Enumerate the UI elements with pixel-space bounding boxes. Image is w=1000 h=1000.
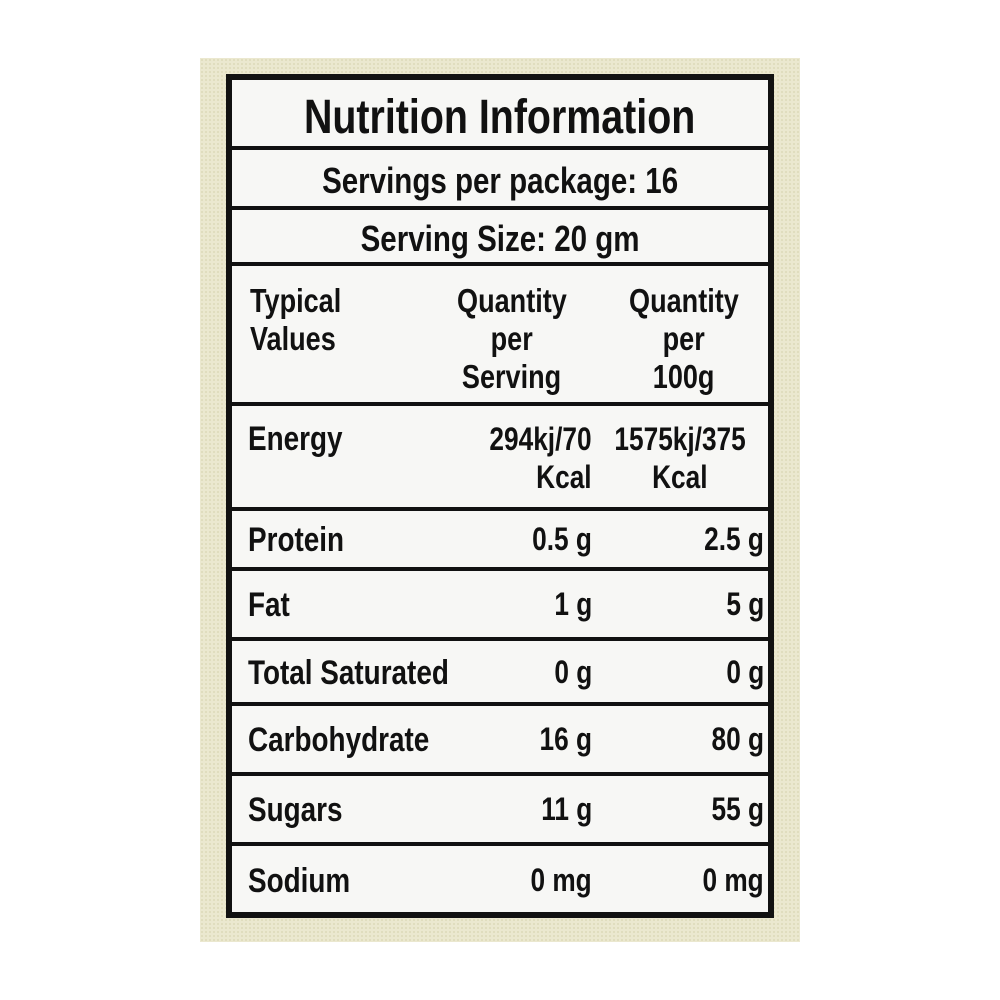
nutrient-name-text: Total Saturated — [248, 654, 449, 692]
nutrient-row: Sodium 0 mg 0 mg — [232, 846, 768, 918]
nutrient-name: Protein — [248, 521, 365, 560]
nutrition-label: Nutrition Information Servings per packa… — [226, 74, 774, 918]
value-per-100g: 0 mg — [689, 862, 764, 899]
value-per-serving: 1 g — [546, 586, 592, 623]
value-text: 11 g — [540, 791, 592, 827]
value-text: 0 mg — [530, 862, 592, 898]
value-per-100g: 5 g — [718, 586, 764, 623]
nutrient-name: Fat — [248, 586, 299, 625]
nutrient-row: Sugars 11 g 55 g — [232, 776, 768, 846]
value-per-serving: 0 mg — [517, 862, 592, 899]
label-title: Nutrition Information — [232, 90, 768, 145]
value-text: 5 g — [726, 586, 764, 622]
header-text: 100g — [653, 358, 715, 395]
header-per-100g: Quantity per 100g — [594, 282, 774, 396]
nutrient-row: Fat 1 g 5 g — [232, 571, 768, 641]
header-text: Typical — [250, 282, 342, 319]
value-per-serving: 11 g — [530, 791, 592, 828]
value-per-serving: 16 g — [528, 721, 592, 758]
nutrient-name: Total Saturated — [248, 654, 493, 693]
header-row: Typical Values Quantity per Serving Quan… — [232, 266, 768, 406]
servings-text: Servings per package: 16 — [321, 160, 679, 201]
header-text: per — [490, 320, 534, 357]
value-text: 1 g — [554, 586, 592, 622]
nutrient-name-text: Sodium — [248, 862, 351, 900]
energy-row: Energy 294kj/70 Kcal 1575kj/375 Kcal — [232, 406, 768, 511]
value-per-100g: 2.5 g — [691, 521, 764, 558]
energy-label: Energy — [248, 420, 343, 458]
value-per-100g: 55 g — [700, 791, 764, 828]
nutrient-name: Sodium — [248, 862, 373, 901]
nutrient-name: Energy — [248, 420, 363, 459]
title-row: Nutrition Information — [232, 80, 768, 150]
value-text: 0 g — [554, 654, 592, 690]
energy-per-serving: 294kj/70 Kcal — [467, 420, 592, 496]
value-per-serving: 0.5 g — [519, 521, 592, 558]
energy-per-100g: 1575kj/375 Kcal — [592, 420, 768, 496]
value-per-100g: 0 g — [718, 654, 764, 691]
serving-size-row: Serving Size: 20 gm — [232, 210, 768, 266]
nutrient-name-text: Sugars — [248, 791, 343, 829]
nutrient-name-text: Fat — [248, 586, 290, 624]
nutrient-name-text: Protein — [248, 521, 345, 559]
header-text: Values — [250, 320, 336, 357]
value-text: 55 g — [711, 791, 764, 827]
header-typical-values: Typical Values — [250, 282, 361, 358]
nutrient-row: Total Saturated 0 g 0 g — [232, 641, 768, 706]
value-text: 2.5 g — [704, 521, 764, 557]
nutrient-row: Carbohydrate 16 g 80 g — [232, 706, 768, 776]
value-text: 1575kj/375 — [614, 421, 746, 457]
servings-row: Servings per package: 16 — [232, 150, 768, 210]
serving-size: Serving Size: 20 gm — [232, 218, 768, 260]
value-text: 0 g — [726, 654, 764, 690]
nutrient-name: Carbohydrate — [248, 721, 469, 760]
servings-per-package: Servings per package: 16 — [232, 160, 768, 202]
header-per-serving: Quantity per Serving — [422, 282, 602, 396]
nutrient-name: Sugars — [248, 791, 363, 830]
title-text: Nutrition Information — [304, 91, 696, 144]
serving-size-text: Serving Size: 20 gm — [360, 218, 640, 259]
value-per-serving: 0 g — [546, 654, 592, 691]
value-text: 16 g — [539, 721, 592, 757]
header-text: per — [662, 320, 706, 357]
value-text: Kcal — [652, 459, 708, 495]
nutrient-row: Protein 0.5 g 2.5 g — [232, 511, 768, 571]
value-text: 294kj/70 — [489, 421, 592, 457]
value-text: 80 g — [711, 721, 764, 757]
value-text: Kcal — [536, 459, 592, 495]
header-text: Serving — [462, 358, 562, 395]
value-per-100g: 80 g — [700, 721, 764, 758]
value-text: 0 mg — [702, 862, 764, 898]
value-text: 0.5 g — [532, 521, 592, 557]
header-text: Quantity — [457, 282, 567, 319]
nutrient-name-text: Carbohydrate — [248, 721, 430, 759]
header-text: Quantity — [629, 282, 739, 319]
